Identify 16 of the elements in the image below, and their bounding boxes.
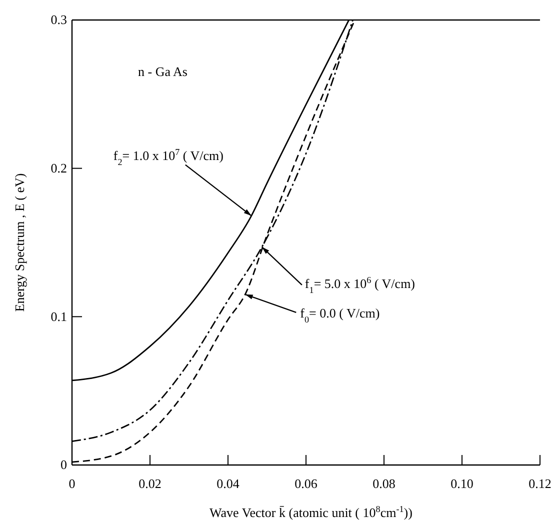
annotation: f$_{1}$= 5.0 x 10$^{6}$ ( V/cm) — [304, 274, 416, 295]
x-tick-label: 0.08 — [372, 476, 396, 492]
y-tick-label: 0.3 — [50, 12, 67, 28]
annotation: f$_{2}$= 1.0 x 10$^{7}$ ( V/cm) — [113, 146, 224, 167]
x-tick-label: 0.02 — [138, 476, 162, 492]
x-tick-label: 0.12 — [528, 476, 552, 492]
y-tick-label: 0.1 — [50, 308, 67, 324]
y-axis-title: Energy Spectrum , E ( eV) — [12, 173, 27, 312]
y-tick-label: 0 — [60, 457, 67, 472]
x-tick-label: 0.04 — [216, 476, 240, 492]
annotation: n - Ga As — [138, 64, 188, 79]
x-axis-title: Wave Vector k̄ (atomic unit ( 10$^{8}$cm$^{-1}$)) — [210, 504, 412, 520]
annotation: f$_{0}$= 0.0 ( V/cm) — [300, 305, 380, 324]
x-tick-label: 0.06 — [294, 476, 318, 492]
y-tick-label: 0.2 — [50, 160, 67, 176]
x-tick-label: 0.10 — [450, 476, 474, 492]
